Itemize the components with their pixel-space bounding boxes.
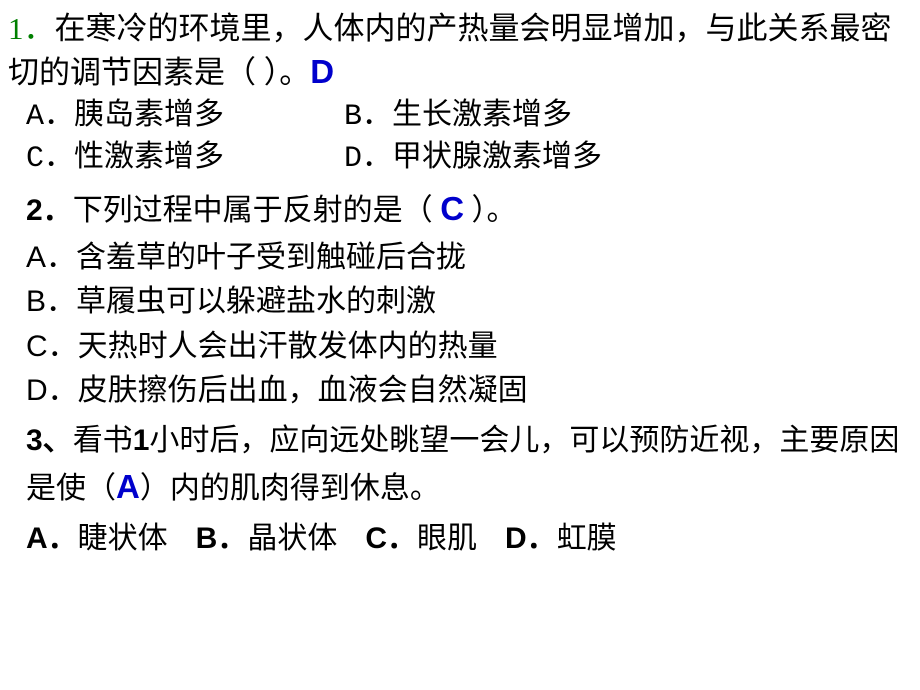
q1-opt-a-label: A． [26,100,74,134]
q2-text-before: 下列过程中属于反射的是（ [73,194,441,227]
q3-stem: 3、看书1小时后，应向远处眺望一会儿，可以预防近视，主要原因是使（A）内的肌肉得… [8,419,906,510]
q3-opt-a-label: A． [26,522,78,555]
q3-text-p3: ）内的肌肉得到休息。 [140,472,440,505]
q2-opt-c-label: C． [26,330,78,363]
q2-opt-a-text: 含羞草的叶子受到触碰后合拢 [76,241,466,274]
q1-opt-b-text: 生长激素增多 [392,100,572,134]
q1-opt-c-label: C． [26,142,74,176]
exercise-page: 1．在寒冷的环境里，人体内的产热量会明显增加，与此关系最密切的调节因素是（ ）。… [0,0,920,565]
q2-stem: 2．下列过程中属于反射的是（ C ）。 [8,184,906,234]
q1-opt-d-label: D． [344,142,392,176]
q2-text-after: ）。 [464,194,517,227]
q1-opt-a-text: 胰岛素增多 [74,100,224,134]
q1-options: A．胰岛素增多 B．生长激素增多 C．性激素增多 D．甲状腺激素增多 [8,96,906,180]
q1-text: 在寒冷的环境里，人体内的产热量会明显增加，与此关系最密切的调节因素是（ ）。 [8,11,892,90]
q3-answer: A [116,468,140,505]
q2-opt-c-text: 天热时人会出汗散发体内的热量 [78,330,498,363]
q2-answer: C [440,190,464,227]
q2-opt-d-label: D． [26,374,78,407]
q3-opt-c-text: 眼肌 [417,522,477,555]
q3-text-p1: 看书 [73,424,133,457]
q2-opt-d-text: 皮肤擦伤后出血，血液会自然凝固 [78,374,528,407]
q1-opt-c-text: 性激素增多 [74,142,224,176]
q1-options-row1: A．胰岛素增多 B．生长激素增多 [26,96,906,138]
q3-opt-c-label: C． [365,522,417,555]
q1-opt-b-label: B． [344,100,392,134]
q2-opt-b: B．草履虫可以躲避盐水的刺激 [26,280,906,324]
q3-opt-b-label: B． [196,522,248,555]
q2-options: A．含羞草的叶子受到触碰后合拢 B．草履虫可以躲避盐水的刺激 C．天热时人会出汗… [8,236,906,414]
q1-stem: 1．在寒冷的环境里，人体内的产热量会明显增加，与此关系最密切的调节因素是（ ）。… [8,8,906,94]
q2-opt-a: A．含羞草的叶子受到触碰后合拢 [26,236,906,280]
q2-opt-d: D．皮肤擦伤后出血，血液会自然凝固 [26,369,906,413]
q1-number: 1． [8,11,55,46]
q3-opt-d-text: 虹膜 [557,522,617,555]
q1-options-row2: C．性激素增多 D．甲状腺激素增多 [26,138,906,180]
q2-opt-b-label: B． [26,285,76,318]
q3-hours: 1 [133,424,150,457]
q3-options: A．睫状体 B．晶状体 C．眼肌 D．虹膜 [8,513,906,557]
q2-number: 2． [26,194,73,227]
q3-number: 3、 [26,424,73,457]
q1-opt-d-text: 甲状腺激素增多 [392,142,602,176]
q3-opt-b-text: 晶状体 [247,522,337,555]
q3-opt-a-text: 睫状体 [78,522,168,555]
q3-opt-d-label: D． [505,522,557,555]
q2-opt-c: C．天热时人会出汗散发体内的热量 [26,325,906,369]
q2-opt-a-label: A． [26,241,76,274]
q1-answer: D [310,53,334,90]
q2-opt-b-text: 草履虫可以躲避盐水的刺激 [76,285,436,318]
